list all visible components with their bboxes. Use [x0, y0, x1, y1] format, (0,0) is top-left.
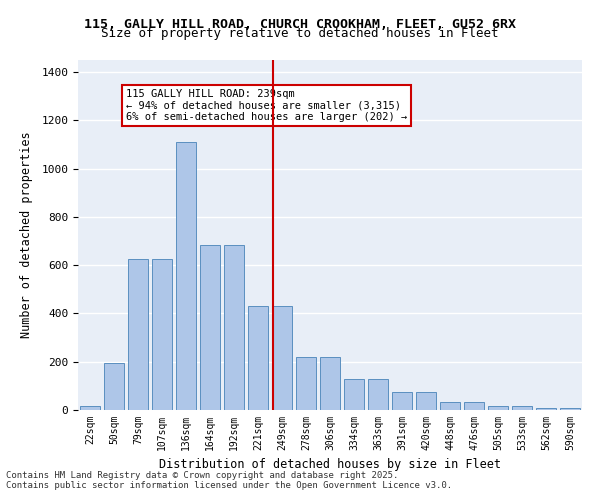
Bar — [224, 244, 244, 410]
Bar — [344, 378, 364, 410]
Text: Contains HM Land Registry data © Crown copyright and database right 2025.
Contai: Contains HM Land Registry data © Crown c… — [6, 470, 452, 490]
Bar — [560, 408, 580, 410]
Bar — [320, 357, 340, 410]
Bar — [392, 392, 412, 410]
Bar — [128, 259, 148, 410]
Text: 115 GALLY HILL ROAD: 239sqm
← 94% of detached houses are smaller (3,315)
6% of s: 115 GALLY HILL ROAD: 239sqm ← 94% of det… — [126, 89, 407, 122]
X-axis label: Distribution of detached houses by size in Fleet: Distribution of detached houses by size … — [159, 458, 501, 471]
Bar — [512, 406, 532, 410]
Text: Size of property relative to detached houses in Fleet: Size of property relative to detached ho… — [101, 28, 499, 40]
Bar — [536, 408, 556, 410]
Bar — [80, 406, 100, 410]
Bar — [200, 244, 220, 410]
Bar — [464, 402, 484, 410]
Bar — [368, 378, 388, 410]
Bar — [416, 392, 436, 410]
Bar — [296, 357, 316, 410]
Text: 115, GALLY HILL ROAD, CHURCH CROOKHAM, FLEET, GU52 6RX: 115, GALLY HILL ROAD, CHURCH CROOKHAM, F… — [84, 18, 516, 30]
Bar — [152, 259, 172, 410]
Y-axis label: Number of detached properties: Number of detached properties — [20, 132, 33, 338]
Bar — [104, 363, 124, 410]
Bar — [272, 306, 292, 410]
Bar — [440, 402, 460, 410]
Bar — [248, 306, 268, 410]
Bar — [488, 406, 508, 410]
Bar — [176, 142, 196, 410]
